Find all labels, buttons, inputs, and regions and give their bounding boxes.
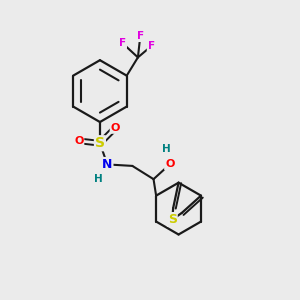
- Text: O: O: [165, 159, 174, 170]
- Text: F: F: [119, 38, 126, 48]
- Text: O: O: [111, 123, 120, 133]
- Text: H: H: [162, 144, 171, 154]
- Text: S: S: [168, 213, 177, 226]
- Text: O: O: [74, 136, 83, 146]
- Text: H: H: [94, 174, 103, 184]
- Text: N: N: [102, 158, 112, 171]
- Text: S: S: [95, 136, 105, 150]
- Text: F: F: [137, 31, 144, 41]
- Text: F: F: [148, 41, 155, 51]
